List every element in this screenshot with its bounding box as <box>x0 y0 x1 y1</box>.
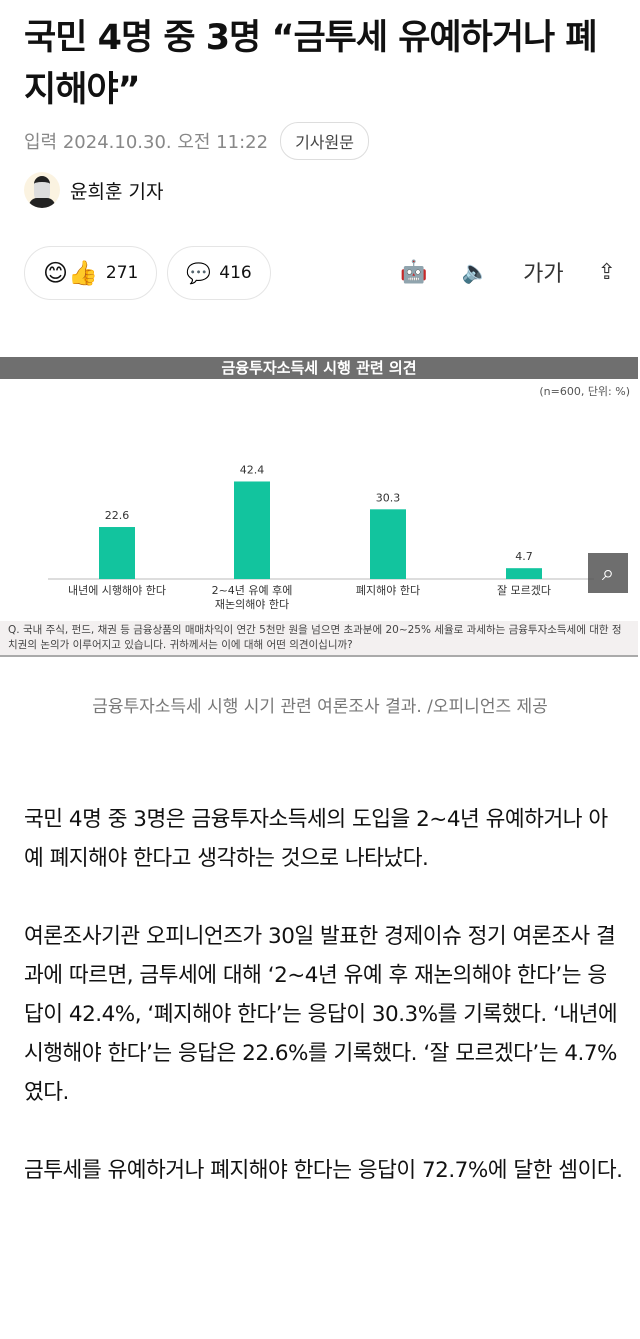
chart-title: 금융투자소득세 시행 관련 의견 <box>0 357 638 379</box>
original-article-button[interactable]: 기사원문 <box>280 122 369 160</box>
share-icon[interactable]: ⇪ <box>597 259 616 285</box>
ai-summary-robot-icon[interactable]: 🤖 <box>400 259 428 285</box>
data-label: 22.6 <box>105 509 130 522</box>
category-label: 내년에 시행해야 한다 <box>68 583 166 597</box>
paragraph: 여론조사기관 오피니언즈가 30일 발표한 경제이슈 정기 여론조사 결과에 따… <box>24 924 618 1105</box>
category-label: 재논의해야 한다 <box>215 597 289 611</box>
data-label: 42.4 <box>240 463 265 476</box>
speaker-icon[interactable]: 🔈 <box>461 259 490 285</box>
article-title: 국민 4명 중 3명 “금투세 유예하거나 폐지해야” <box>24 18 598 110</box>
reaction-count: 271 <box>105 263 139 283</box>
article-meta: 입력 2024.10.30. 오전 11:22 기사원문 <box>24 122 369 160</box>
author-avatar <box>24 172 60 208</box>
reaction-emoji-icon: 😊👍 <box>43 259 98 287</box>
author-name[interactable]: 윤희훈 기자 <box>70 180 164 203</box>
bar <box>99 527 135 579</box>
comment-count: 416 <box>219 263 252 283</box>
paragraph: 금투세를 유예하거나 폐지해야 한다는 응답이 72.7%에 달한 셈이다. <box>24 1158 623 1183</box>
image-caption: 금융투자소득세 시행 시기 관련 여론조사 결과. /오피니언즈 제공 <box>92 697 548 717</box>
font-size-icon[interactable]: 가가 <box>523 262 564 287</box>
category-label: 잘 모르겠다 <box>497 584 551 597</box>
category-label: 폐지해야 한다 <box>356 583 420 597</box>
reaction-button[interactable]: 😊👍 271 <box>24 246 158 300</box>
comment-button[interactable]: 💬 416 <box>167 246 271 300</box>
paragraph: 국민 4명 중 3명은 금융투자소득세의 도입을 2~4년 유예하거나 아예 폐… <box>24 807 608 871</box>
article-body: 국민 4명 중 3명은 금융투자소득세의 도입을 2~4년 유예하거나 아예 폐… <box>24 800 624 1229</box>
chart-unit: (n=600, 단위: %) <box>539 385 630 398</box>
image-zoom-icon[interactable]: ⌕ <box>588 553 628 593</box>
survey-question: Q. 국내 주식, 펀드, 채권 등 금융상품의 매매차익이 연간 5천만 원을… <box>0 621 638 657</box>
bar <box>234 481 270 579</box>
bar <box>370 509 406 579</box>
data-label: 4.7 <box>515 550 533 563</box>
data-label: 30.3 <box>376 491 401 504</box>
comment-icon: 💬 <box>186 261 212 285</box>
bar <box>506 568 542 579</box>
tool-icons: 🤖 🔈 가가 ⇪ <box>400 256 616 288</box>
category-label: 2~4년 유예 후에 <box>212 584 293 597</box>
byline[interactable]: 윤희훈 기자 <box>24 172 163 208</box>
action-row: 😊👍 271 💬 416 <box>24 246 271 300</box>
publish-date: 입력 2024.10.30. 오전 11:22 <box>24 132 269 153</box>
